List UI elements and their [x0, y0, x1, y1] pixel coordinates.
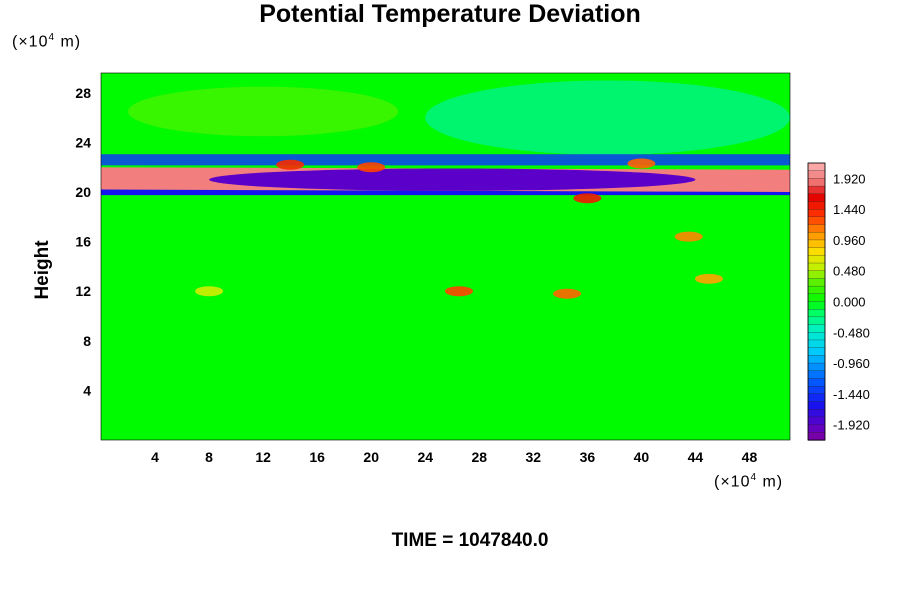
colorbar-label: 0.000	[833, 295, 866, 310]
colorbar-segment	[807, 432, 826, 441]
y-tick-label: 4	[83, 382, 91, 398]
x-tick-label: 40	[634, 449, 650, 465]
warm-patch-7	[694, 273, 723, 284]
colorbar-segment	[807, 362, 826, 372]
colorbar-segment	[807, 393, 826, 403]
colorbar-segment	[807, 293, 826, 303]
colorbar-segment	[807, 316, 826, 326]
colorbar-frame	[807, 162, 826, 441]
y-tick-label: 20	[75, 184, 91, 200]
colorbar-segment	[807, 247, 826, 256]
y-tick-label: 24	[75, 134, 91, 150]
colorbar-segment	[807, 224, 826, 233]
colorbar-segment	[807, 255, 826, 264]
warm-patch-6	[674, 231, 703, 242]
colorbar-label: 0.480	[833, 264, 866, 279]
y-axis-unit: (×104 m)	[12, 32, 82, 51]
colorbar-segment	[807, 193, 826, 203]
colorbar-segment	[807, 270, 826, 280]
colorbar-segment	[807, 309, 826, 318]
x-tick-label: 4	[151, 449, 159, 465]
colorbar-segment	[807, 370, 826, 380]
y-axis-label: Height	[32, 240, 53, 300]
colorbar-segment	[807, 178, 826, 187]
colorbar-label: -0.480	[833, 325, 870, 340]
colorbar-label: -1.920	[833, 418, 870, 433]
colorbar-label: -0.960	[833, 356, 870, 371]
warm-patch-0	[276, 159, 305, 170]
colorbar-segment	[807, 170, 826, 180]
upper-warm-region	[128, 86, 399, 137]
upper-cool-region	[425, 80, 790, 155]
colorbar-segment	[807, 209, 826, 218]
y-tick-label: 28	[75, 85, 91, 101]
x-tick-label: 8	[205, 449, 213, 465]
colorbar: 1.920 1.440 0.960 0.480 0.000 -0.480 -0.960 -1.…	[807, 162, 870, 441]
colorbar-segment	[807, 262, 826, 272]
colorbar-segment	[807, 416, 826, 426]
colorbar-segment	[807, 355, 826, 364]
x-axis-unit: (×104 m)	[714, 472, 784, 491]
colorbar-segment	[807, 332, 826, 341]
colorbar-segment	[807, 216, 826, 226]
x-tick-label: 36	[580, 449, 596, 465]
colorbar-label: 0.960	[833, 233, 866, 248]
y-tick-label: 8	[83, 333, 91, 349]
warm-patch-4	[445, 286, 474, 297]
colorbar-segment	[807, 285, 826, 295]
chart-title: Potential Temperature Deviation	[259, 0, 641, 28]
cold-core	[209, 168, 696, 191]
y-tick-label: 12	[75, 283, 91, 299]
plot-area	[100, 72, 791, 441]
warm-patch-2	[573, 193, 602, 204]
colorbar-segment	[807, 401, 826, 410]
x-tick-label: 48	[742, 449, 758, 465]
plot-frame	[100, 72, 791, 441]
x-tick-label: 32	[526, 449, 542, 465]
colorbar-label: 1.440	[833, 202, 866, 217]
colorbar-segment	[807, 162, 826, 172]
warm-patch-3	[627, 158, 656, 169]
warm-patch-5	[553, 288, 582, 299]
colorbar-segment	[807, 378, 826, 387]
colorbar-segment	[807, 278, 826, 287]
upper-cool-layer	[101, 154, 790, 166]
colorbar-segment	[807, 301, 826, 310]
colorbar-segment	[807, 385, 826, 395]
colorbar-label: 1.920	[833, 171, 866, 186]
colorbar-label: -1.440	[833, 387, 870, 402]
colorbar-segment	[807, 185, 826, 195]
warm-patch-1	[357, 162, 386, 173]
lower-cool-line	[101, 188, 790, 196]
colorbar-segment	[807, 232, 826, 241]
x-tick-label: 16	[309, 449, 325, 465]
colorbar-segment	[807, 201, 826, 210]
y-tick-label: 16	[75, 234, 91, 250]
x-tick-label: 12	[255, 449, 271, 465]
x-tick-label: 24	[417, 449, 433, 465]
x-tick-label: 28	[471, 449, 487, 465]
colorbar-segment	[807, 324, 826, 333]
x-tick-label: 20	[363, 449, 379, 465]
x-tick-label: 44	[688, 449, 704, 465]
time-label: TIME = 1047840.0	[391, 530, 549, 551]
colorbar-segment	[807, 239, 826, 249]
colorbar-segment	[807, 409, 826, 418]
colorbar-segment	[807, 339, 826, 349]
colorbar-segment	[807, 347, 826, 357]
warm-patch-8	[195, 286, 224, 297]
colorbar-segment	[807, 424, 826, 433]
